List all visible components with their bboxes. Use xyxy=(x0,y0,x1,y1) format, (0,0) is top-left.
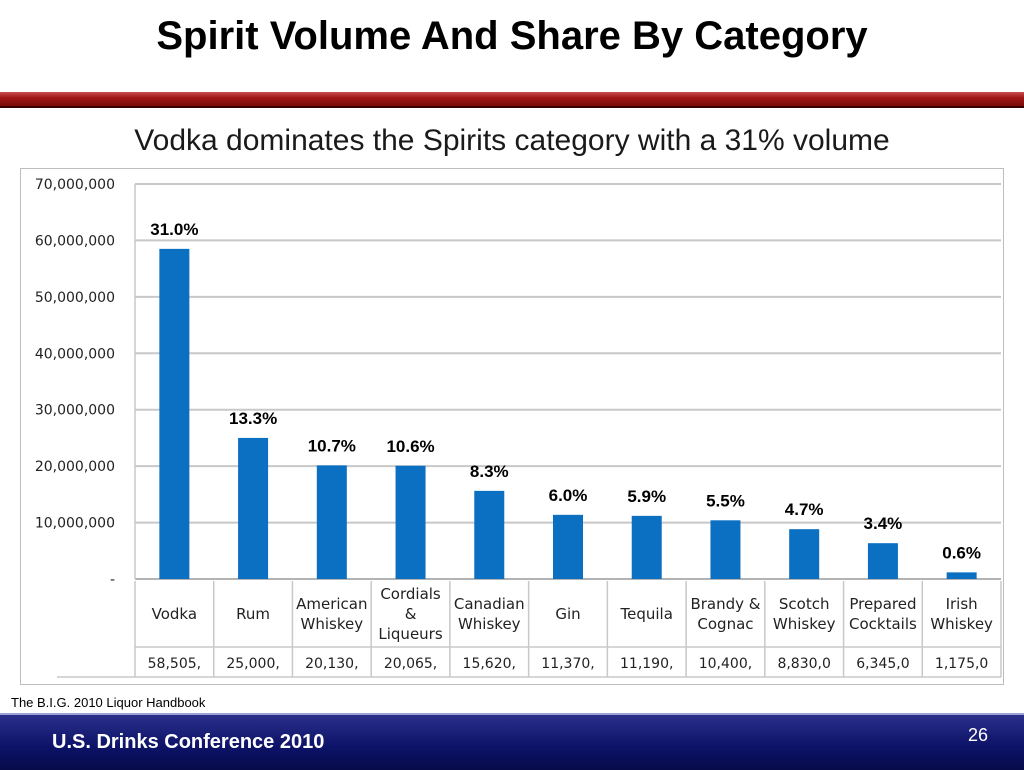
category-label: Vodka xyxy=(152,605,197,623)
value-label: 10,400, xyxy=(699,656,752,672)
value-label: 6,345,0 xyxy=(856,656,909,672)
y-tick-label: 40,000,000 xyxy=(35,346,115,362)
bar xyxy=(710,520,741,579)
share-label: 8.3% xyxy=(470,462,509,481)
y-tick-label: 30,000,000 xyxy=(35,403,115,419)
share-label: 5.5% xyxy=(706,491,745,510)
category-label: Rum xyxy=(236,605,270,623)
bar xyxy=(867,543,898,579)
value-label: 20,130, xyxy=(305,656,358,672)
category-label: Irish xyxy=(946,595,978,613)
category-label: Tequila xyxy=(620,605,673,623)
category-label: Liqueurs xyxy=(378,625,442,643)
bar xyxy=(159,248,190,580)
share-label: 13.3% xyxy=(229,409,277,428)
category-label: Cognac xyxy=(697,615,753,633)
share-label: 4.7% xyxy=(785,500,824,519)
category-label: Whiskey xyxy=(773,615,836,633)
category-label: & xyxy=(405,605,417,623)
value-label: 15,620, xyxy=(463,656,516,672)
value-label: 11,370, xyxy=(541,656,594,672)
share-label: 3.4% xyxy=(864,514,903,533)
page-number: 26 xyxy=(967,725,988,745)
value-label: 20,065, xyxy=(384,656,437,672)
share-label: 6.0% xyxy=(549,486,588,505)
value-label: 11,190, xyxy=(620,656,673,672)
category-label: Whiskey xyxy=(930,615,993,633)
category-label: American xyxy=(296,595,367,613)
title-rule xyxy=(0,92,1024,108)
bar xyxy=(316,465,347,579)
share-label: 10.7% xyxy=(308,436,356,455)
bar xyxy=(553,514,583,579)
share-label: 10.6% xyxy=(386,437,434,456)
y-tick-label: 60,000,000 xyxy=(35,233,115,249)
slide-title: Spirit Volume And Share By Category xyxy=(156,14,868,58)
bar xyxy=(395,465,426,579)
category-label: Whiskey xyxy=(301,615,364,633)
y-tick-label: 10,000,000 xyxy=(35,516,115,532)
source-note: The B.I.G. 2010 Liquor Handbook xyxy=(11,695,206,710)
bar xyxy=(789,529,820,579)
footer-bar: U.S. Drinks Conference 2010 26 xyxy=(0,713,1024,770)
category-label: Cocktails xyxy=(849,615,917,633)
bar xyxy=(474,490,505,579)
value-label: 58,505, xyxy=(148,656,201,672)
category-label: Gin xyxy=(555,605,580,623)
value-label: 8,830,0 xyxy=(777,656,830,672)
share-label: 5.9% xyxy=(627,487,666,506)
category-label: Prepared xyxy=(849,595,916,613)
value-label: 25,000, xyxy=(226,656,279,672)
bar xyxy=(238,437,269,579)
y-tick-label: 50,000,000 xyxy=(35,290,115,306)
footer-text: U.S. Drinks Conference 2010 xyxy=(52,731,325,753)
category-label: Brandy & xyxy=(690,595,760,613)
category-label: Scotch xyxy=(779,595,830,613)
category-label: Canadian xyxy=(454,595,525,613)
y-tick-label: 20,000,000 xyxy=(35,459,115,475)
bar xyxy=(946,572,977,579)
category-label: Cordials xyxy=(380,585,441,603)
chart-frame: - 10,000,000 20,000,000 30,000,000 40,000,00… xyxy=(20,168,1004,685)
bar xyxy=(631,515,662,579)
share-label: 0.6% xyxy=(942,543,981,562)
y-tick-label: - xyxy=(110,572,115,588)
slide-subtitle: Vodka dominates the Spirits category wit… xyxy=(134,124,890,157)
y-tick-label: 70,000,000 xyxy=(35,177,115,193)
bar-chart: - 10,000,000 20,000,000 30,000,000 40,000,00… xyxy=(35,177,1002,678)
share-label: 31.0% xyxy=(150,220,198,239)
category-label: Whiskey xyxy=(458,615,521,633)
value-label: 1,175,0 xyxy=(935,656,988,672)
